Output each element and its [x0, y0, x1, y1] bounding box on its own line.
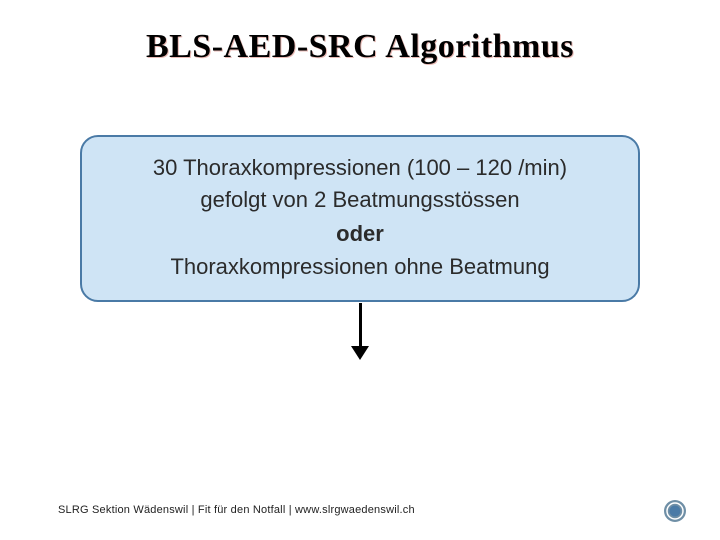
flow-step-box: 30 Thoraxkompressionen (100 – 120 /min) … [80, 135, 640, 302]
arrow-stem [359, 303, 362, 347]
footer-bullet-icon [664, 500, 686, 522]
flow-or-label: oder [102, 218, 618, 250]
flow-line-3: Thoraxkompressionen ohne Beatmung [102, 252, 618, 282]
down-arrow-icon [351, 303, 369, 360]
flow-line-2: gefolgt von 2 Beatmungsstössen [102, 185, 618, 215]
slide-title: BLS-AED-SRC Algorithmus [0, 28, 720, 66]
flow-line-1: 30 Thoraxkompressionen (100 – 120 /min) [102, 153, 618, 183]
arrow-head [351, 346, 369, 360]
slide-frame: BLS-AED-SRC Algorithmus 30 Thoraxkompres… [0, 0, 720, 540]
footer-text: SLRG Sektion Wädenswil | Fit für den Not… [58, 504, 415, 516]
